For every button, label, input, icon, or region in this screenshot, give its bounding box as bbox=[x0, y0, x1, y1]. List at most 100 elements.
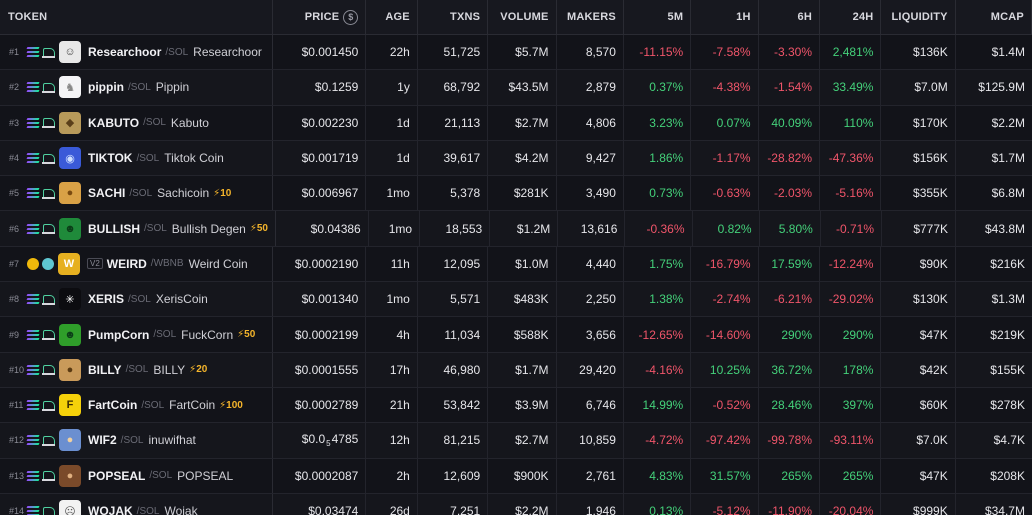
mcap-cell: $125.9M bbox=[956, 70, 1032, 104]
change-5m-value: 3.23% bbox=[649, 115, 684, 130]
header-5m[interactable]: 5M bbox=[624, 0, 692, 34]
change-24h-cell: 265% bbox=[820, 458, 882, 493]
header-price-label: PRICE bbox=[304, 11, 340, 23]
change-5m-cell: -4.16% bbox=[624, 352, 692, 387]
token-cell[interactable]: #12 ● WIF2 /SOL inuwifhat bbox=[0, 423, 274, 458]
change-24h-cell: -47.36% bbox=[820, 140, 882, 176]
table-row[interactable]: #5 ● SACHI /SOL Sachicoin ⚡10 $0.006967 … bbox=[0, 176, 1032, 212]
token-cell[interactable]: #4 ◉ TIKTOK /SOL Tiktok Coin bbox=[0, 140, 274, 176]
table-row[interactable]: #8 ✳ XERIS /SOL XerisCoin $0.001340 1mo … bbox=[0, 282, 1032, 318]
header-price[interactable]: PRICE $ bbox=[273, 0, 367, 34]
change-1h-cell: -5.12% bbox=[691, 493, 759, 515]
solana-icon bbox=[26, 329, 40, 340]
dollar-icon[interactable]: $ bbox=[343, 9, 359, 25]
globe-icon: ◉ bbox=[59, 147, 81, 170]
change-1h-cell: 10.25% bbox=[691, 352, 759, 387]
change-6h-cell: -1.54% bbox=[759, 70, 821, 105]
txns-value: 18,553 bbox=[445, 221, 483, 236]
age-cell: 1d bbox=[366, 105, 418, 140]
table-row[interactable]: #7 W V2 WEIRD /WBNB Weird Coin $0.000219… bbox=[0, 246, 1032, 283]
change-6h-value: 265% bbox=[781, 468, 813, 483]
volume-cell: $3.9M bbox=[488, 387, 557, 423]
token-cell[interactable]: #5 ● SACHI /SOL Sachicoin ⚡10 bbox=[0, 176, 274, 211]
change-6h-cell: 17.59% bbox=[759, 246, 821, 282]
change-5m-cell: -0.36% bbox=[625, 211, 693, 246]
token-cell[interactable]: #11 F FartCoin /SOL FartCoin ⚡100 bbox=[0, 387, 274, 423]
table-row[interactable]: #1 ☺ Researchoor /SOL Researchoor $0.001… bbox=[0, 35, 1032, 71]
liquidity-value: $130K bbox=[913, 292, 948, 307]
table-row[interactable]: #10 ● BILLY /SOL BILLY ⚡20 $0.0001555 17… bbox=[0, 352, 1032, 388]
token-cell[interactable]: #2 ♞ pippin /SOL Pippin bbox=[0, 70, 274, 105]
liquidity-value: $136K bbox=[913, 45, 948, 60]
token-cell[interactable]: #10 ● BILLY /SOL BILLY ⚡20 bbox=[0, 352, 274, 387]
table-row[interactable]: #9 ☻ PumpCorn /SOL FuckCorn ⚡50 $0.00021… bbox=[0, 317, 1032, 353]
txns-cell: 12,609 bbox=[418, 458, 489, 493]
volume-cell: $1.2M bbox=[490, 211, 559, 246]
header-mcap[interactable]: MCAP bbox=[956, 0, 1032, 34]
txns-value: 5,571 bbox=[450, 292, 481, 307]
txns-value: 12,609 bbox=[443, 468, 481, 483]
txns-cell: 68,792 bbox=[418, 70, 489, 105]
quote-pair: /SOL bbox=[153, 329, 177, 341]
volume-value: $588K bbox=[513, 327, 549, 342]
header-txns-label: TXNS bbox=[450, 11, 481, 23]
quote-pair: /SOL bbox=[144, 223, 167, 235]
makers-value: 2,250 bbox=[585, 292, 616, 307]
liquidity-cell: $130K bbox=[881, 282, 956, 317]
header-age[interactable]: AGE bbox=[366, 0, 418, 34]
price-cell: $0.001450 bbox=[273, 35, 367, 70]
rank-label: #14 bbox=[9, 506, 25, 515]
token-cell[interactable]: #13 ● POPSEAL /SOL POPSEAL bbox=[0, 458, 274, 493]
header-volume[interactable]: VOLUME bbox=[488, 0, 557, 34]
price-cell: $0.0002789 bbox=[273, 387, 367, 423]
makers-cell: 1,946 bbox=[557, 493, 624, 515]
header-1h[interactable]: 1H bbox=[691, 0, 759, 34]
header-24h[interactable]: 24H bbox=[820, 0, 882, 34]
change-24h-value: 33.49% bbox=[832, 80, 874, 95]
table-row[interactable]: #12 ● WIF2 /SOL inuwifhat $0.054785 12h … bbox=[0, 423, 1032, 459]
header-liquidity[interactable]: LIQUIDITY bbox=[881, 0, 956, 34]
change-1h-cell: -2.74% bbox=[691, 282, 759, 317]
volume-cell: $588K bbox=[488, 317, 557, 352]
mcap-value: $208K bbox=[990, 468, 1025, 483]
table-row[interactable]: #2 ♞ pippin /SOL Pippin $0.1259 1y 68,79… bbox=[0, 70, 1032, 106]
change-5m-cell: 1.38% bbox=[624, 282, 692, 317]
age-value: 1mo bbox=[386, 186, 410, 201]
token-cell[interactable]: #3 ◆ KABUTO /SOL Kabuto bbox=[0, 105, 274, 140]
token-cell[interactable]: #1 ☺ Researchoor /SOL Researchoor bbox=[0, 35, 274, 70]
token-name: Wojak bbox=[164, 504, 198, 515]
txns-value: 7,251 bbox=[450, 504, 481, 515]
change-5m-cell: -12.65% bbox=[624, 317, 692, 352]
token-cell[interactable]: #6 ☻ BULLISH /SOL Bullish Degen ⚡50 bbox=[0, 211, 276, 246]
header-makers[interactable]: MAKERS bbox=[557, 0, 624, 34]
table-row[interactable]: #6 ☻ BULLISH /SOL Bullish Degen ⚡50 $0.0… bbox=[0, 211, 1032, 247]
quote-pair: /SOL bbox=[149, 470, 173, 482]
makers-value: 3,656 bbox=[585, 327, 616, 342]
token-cell[interactable]: #8 ✳ XERIS /SOL XerisCoin bbox=[0, 282, 274, 317]
table-row[interactable]: #13 ● POPSEAL /SOL POPSEAL $0.0002087 2h… bbox=[0, 458, 1032, 494]
table-row[interactable]: #4 ◉ TIKTOK /SOL Tiktok Coin $0.001719 1… bbox=[0, 140, 1032, 177]
sketch-face-icon: ☺ bbox=[59, 41, 81, 64]
table-row[interactable]: #14 ☹ WOJAK /SOL Wojak $0.03474 26d 7,25… bbox=[0, 493, 1032, 515]
liquidity-value: $42K bbox=[919, 362, 948, 377]
liquidity-cell: $7.0K bbox=[881, 423, 956, 458]
txns-cell: 5,378 bbox=[418, 176, 489, 211]
rank-label: #7 bbox=[9, 258, 20, 269]
change-5m-value: 14.99% bbox=[642, 398, 684, 413]
token-cell[interactable]: #9 ☻ PumpCorn /SOL FuckCorn ⚡50 bbox=[0, 317, 274, 352]
table-row[interactable]: #11 F FartCoin /SOL FartCoin ⚡100 $0.000… bbox=[0, 387, 1032, 424]
change-6h-cell: 290% bbox=[759, 317, 821, 352]
quote-pair: /SOL bbox=[136, 152, 160, 164]
header-6h[interactable]: 6H bbox=[759, 0, 821, 34]
header-txns[interactable]: TXNS bbox=[418, 0, 489, 34]
volume-value: $5.7M bbox=[515, 45, 549, 60]
change-5m-cell: 4.83% bbox=[624, 458, 692, 493]
token-name: POPSEAL bbox=[177, 468, 234, 483]
token-cell[interactable]: #14 ☹ WOJAK /SOL Wojak bbox=[0, 493, 274, 515]
header-token[interactable]: TOKEN bbox=[0, 0, 274, 34]
volume-cell: $43.5M bbox=[488, 70, 557, 105]
change-1h-value: 0.82% bbox=[717, 221, 752, 236]
token-cell[interactable]: #7 W V2 WEIRD /WBNB Weird Coin bbox=[0, 246, 274, 282]
makers-value: 29,420 bbox=[579, 362, 616, 377]
table-row[interactable]: #3 ◆ KABUTO /SOL Kabuto $0.002230 1d 21,… bbox=[0, 105, 1032, 141]
